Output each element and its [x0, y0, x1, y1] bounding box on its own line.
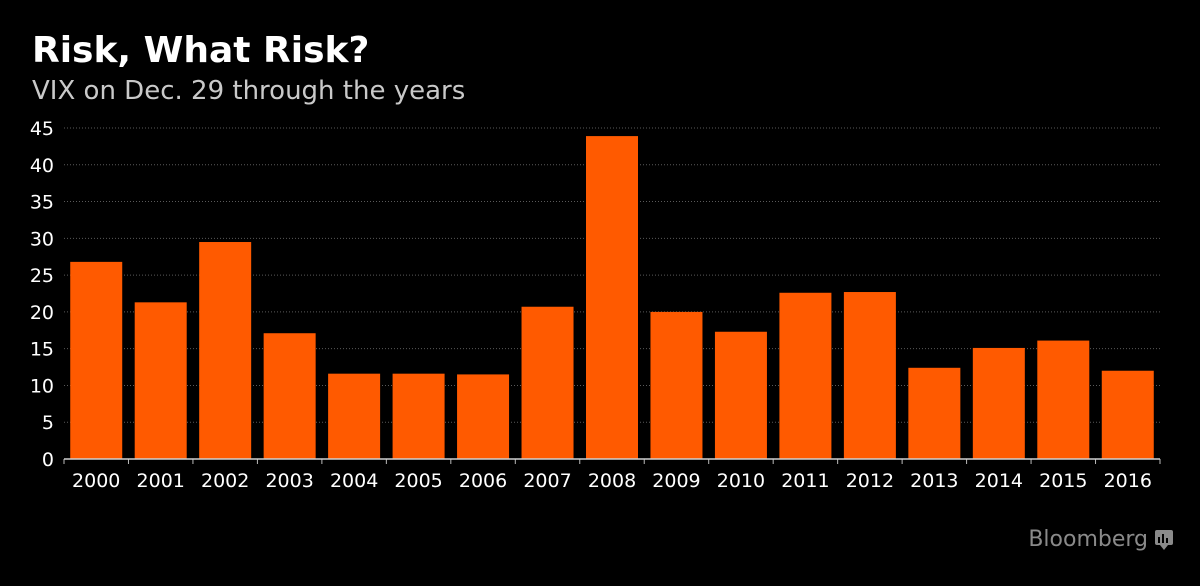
x-tick-label: 2001	[137, 470, 185, 492]
x-tick-label: 2012	[846, 470, 894, 492]
x-tick-label: 2008	[588, 470, 636, 492]
y-tick-label: 25	[30, 265, 54, 287]
brand-name: Bloomberg	[1028, 527, 1148, 552]
bar-2016	[1101, 370, 1154, 459]
x-tick-label: 2004	[330, 470, 378, 492]
bar-2003	[263, 333, 316, 459]
x-tick-label: 2005	[394, 470, 442, 492]
y-tick-label: 20	[30, 302, 54, 324]
y-tick-label: 30	[30, 228, 54, 250]
x-tick-label: 2013	[910, 470, 958, 492]
x-tick-label: 2011	[781, 470, 829, 492]
x-tick-label: 2016	[1104, 470, 1152, 492]
x-tick-label: 2015	[1039, 470, 1087, 492]
bar-2012	[843, 292, 896, 459]
bar-2013	[908, 367, 961, 459]
bar-2004	[328, 373, 381, 459]
bar-2014	[972, 347, 1025, 459]
y-tick-label: 15	[30, 339, 54, 361]
bloomberg-logo: Bloomberg	[1028, 527, 1174, 552]
y-tick-label: 35	[30, 192, 54, 214]
bloomberg-terminal-icon	[1155, 529, 1173, 550]
bar-2000	[70, 261, 123, 459]
x-tick-label: 2014	[975, 470, 1023, 492]
bar-2009	[650, 311, 703, 459]
chart-title: Risk, What Risk?	[32, 30, 370, 71]
x-tick-label: 2009	[652, 470, 700, 492]
bar-2010	[714, 331, 767, 459]
bar-2002	[199, 242, 252, 459]
y-tick-label: 0	[42, 449, 54, 471]
x-tick-label: 2010	[717, 470, 765, 492]
y-tick-label: 45	[30, 118, 54, 140]
y-tick-label: 5	[42, 412, 54, 434]
chart-subtitle: VIX on Dec. 29 through the years	[32, 76, 466, 106]
y-tick-label: 10	[30, 375, 54, 397]
x-tick-label: 2002	[201, 470, 249, 492]
x-tick-label: 2006	[459, 470, 507, 492]
bar-2007	[521, 306, 574, 459]
bar-2001	[134, 302, 187, 459]
bar-2005	[392, 373, 445, 459]
x-tick-label: 2000	[72, 470, 120, 492]
bar-2015	[1037, 340, 1090, 459]
y-tick-label: 40	[30, 155, 54, 177]
bar-2011	[779, 292, 832, 459]
bar-2006	[457, 374, 510, 459]
bar-2008	[586, 136, 638, 459]
x-tick-label: 2007	[523, 470, 571, 492]
x-tick-label: 2003	[265, 470, 313, 492]
